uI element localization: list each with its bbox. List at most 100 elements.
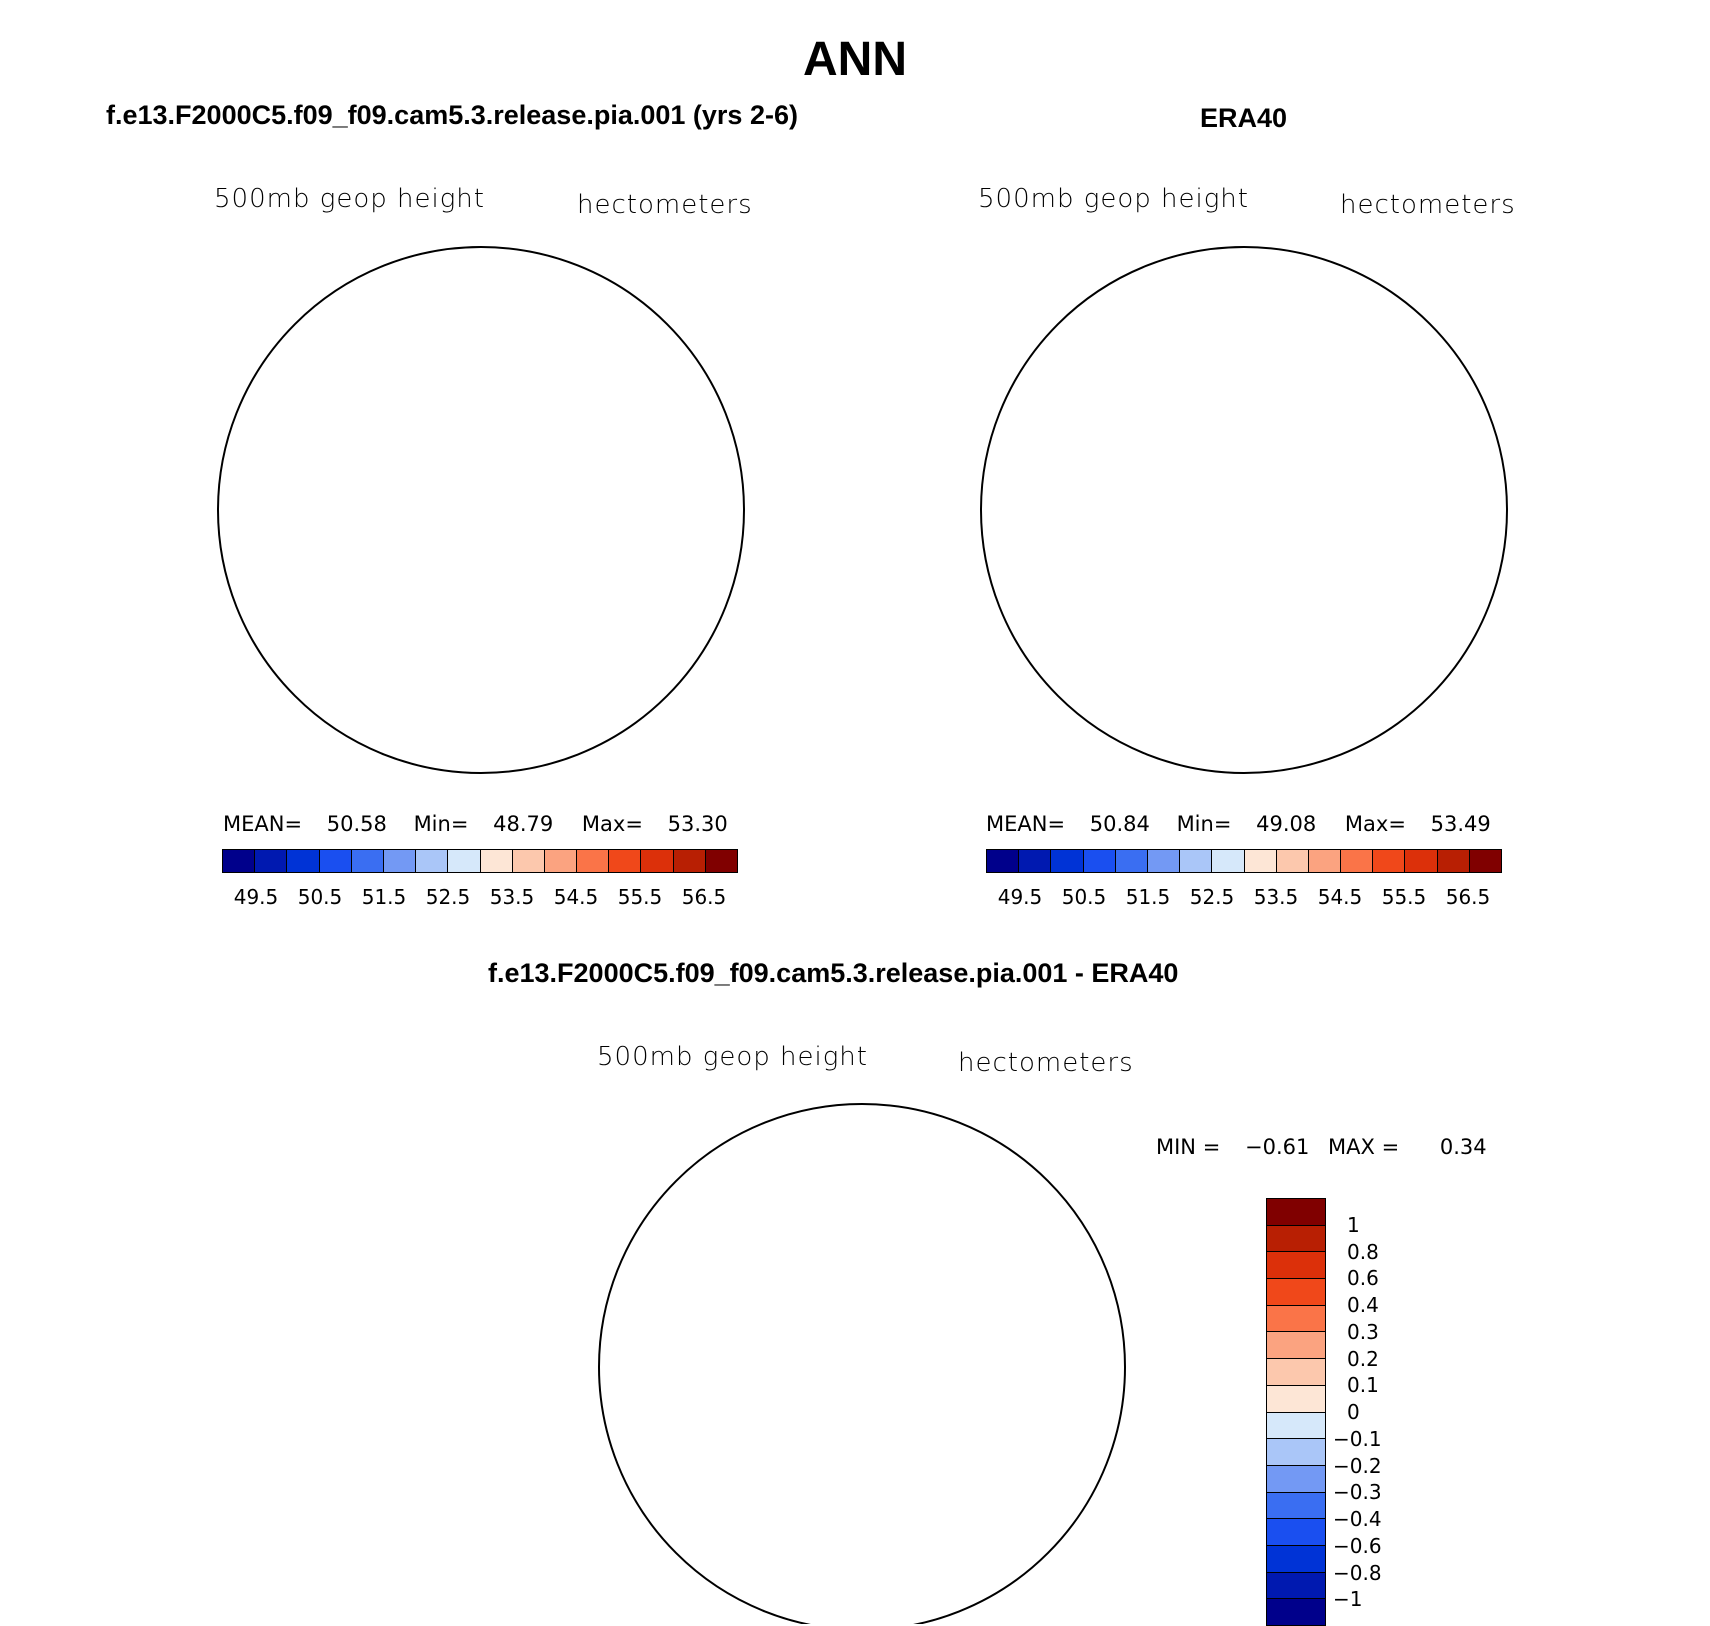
colorbar-cell	[1115, 850, 1148, 872]
colorbar-cell	[416, 850, 449, 872]
colorbar-tick-label: 0.1	[1347, 1373, 1379, 1398]
figure-title: ANN	[803, 33, 907, 86]
max-label: Max=	[581, 812, 643, 836]
panel-title-diff: f.e13.F2000C5.f09_f09.cam5.3.release.pia…	[488, 958, 1179, 988]
min-label: Min=	[1176, 812, 1232, 836]
units-label-diff: hectometers	[958, 1048, 1134, 1078]
max-value: 0.34	[1439, 1135, 1487, 1159]
colorbar-cell	[641, 850, 674, 872]
colorbar-tick-label: −0.4	[1333, 1507, 1382, 1531]
colorbar-cell	[480, 850, 513, 872]
colorbar-tick-label: 0	[1347, 1400, 1360, 1424]
colorbar-tick-label: −0.8	[1333, 1560, 1382, 1585]
min-value: 48.79	[493, 812, 554, 836]
colorbar-cell	[673, 850, 706, 872]
colorbar-tick-label: 56.5	[1445, 885, 1491, 909]
colorbar-tick-label: −0.6	[1333, 1533, 1382, 1558]
max-value: 53.49	[1430, 812, 1491, 836]
colorbar-tick-label: 0.4	[1347, 1293, 1379, 1317]
colorbar-cell	[609, 850, 642, 872]
colorbar-tick-label: 55.5	[617, 885, 663, 909]
colorbar-cell	[512, 850, 545, 872]
min-value: 49.08	[1256, 812, 1317, 836]
colorbar-cell	[1267, 1359, 1325, 1386]
colorbar-cell	[1147, 850, 1181, 872]
colorbar-tick-label: 54.5	[1317, 885, 1363, 909]
colorbar-cell	[1267, 1599, 1325, 1625]
max-label: Max=	[1344, 812, 1406, 836]
colorbar-tick-label: 49.5	[233, 885, 279, 909]
colorbar-ticks-obs: 49.5 50.5 51.5 52.5 53.5 54.5 55.5 56.5	[988, 885, 1500, 909]
colorbar-cell	[351, 850, 384, 872]
colorbar-cell	[1437, 850, 1470, 872]
colorbar-cell	[1083, 850, 1116, 872]
colorbar-cell	[319, 850, 352, 872]
colorbar-cell	[1267, 1199, 1325, 1226]
colorbar-cell	[1267, 1385, 1325, 1413]
colorbar-tick-label: 0.3	[1347, 1319, 1379, 1344]
colorbar-tick-label: 49.5	[997, 885, 1043, 909]
mean-label: MEAN=	[986, 812, 1066, 836]
variable-label-model: 500mb geop height	[214, 184, 485, 214]
colorbar-tick-label: 56.5	[681, 885, 727, 909]
colorbar-tick-label: −0.3	[1333, 1480, 1382, 1505]
colorbar-cell	[577, 850, 610, 872]
colorbar-cell	[1267, 1439, 1325, 1466]
colorbar-cell	[1244, 850, 1277, 872]
colorbar-tick-label: −0.1	[1333, 1426, 1382, 1451]
stats-obs: MEAN= 50.84 Min= 49.08 Max= 53.49	[986, 812, 1491, 836]
colorbar-tick-label: 50.5	[1061, 885, 1107, 909]
mean-value: 50.58	[326, 812, 387, 836]
colorbar-ticks-model: 49.5 50.5 51.5 52.5 53.5 54.5 55.5 56.5	[224, 885, 736, 909]
mean-value: 50.84	[1089, 812, 1150, 836]
colorbar-tick-label: 52.5	[425, 885, 471, 909]
colorbar-tick-label: 0.6	[1347, 1266, 1379, 1291]
mean-label: MEAN=	[223, 812, 303, 836]
colorbar-cell	[1212, 850, 1245, 872]
min-value: −0.61	[1244, 1135, 1310, 1159]
colorbar-tick-label: 55.5	[1381, 885, 1427, 909]
colorbar-tick-label: 53.5	[1253, 885, 1299, 909]
stats-diff: MIN = −0.61 MAX = 0.34	[1156, 1135, 1487, 1159]
panel-title-model: f.e13.F2000C5.f09_f09.cam5.3.release.pia…	[106, 100, 798, 130]
colorbar-cell	[1051, 850, 1084, 872]
colorbar-cell	[705, 850, 737, 872]
colorbar-tick-label: 52.5	[1189, 885, 1235, 909]
colorbar-model	[222, 849, 738, 873]
colorbar-obs	[986, 849, 1502, 873]
min-label: Min=	[413, 812, 469, 836]
colorbar-cell	[1267, 1252, 1325, 1280]
colorbar-cell	[1267, 1572, 1325, 1600]
colorbar-cell	[544, 850, 578, 872]
variable-label-diff: 500mb geop height	[597, 1042, 868, 1072]
colorbar-cell	[1469, 850, 1501, 872]
colorbar-diff	[1266, 1198, 1326, 1626]
variable-label-obs: 500mb geop height	[978, 184, 1249, 214]
colorbar-cell	[987, 850, 1020, 872]
colorbar-tick-label: 50.5	[297, 885, 343, 909]
colorbar-cell	[1267, 1412, 1325, 1440]
colorbar-cell	[1276, 850, 1309, 872]
panel-title-obs: ERA40	[1200, 103, 1288, 133]
colorbar-ticks-diff: 1 0.8 0.6 0.4 0.3 0.2 0.1 0 −0.1 −0.2 −0.3 −0.4 −0.6…	[1333, 1198, 1453, 1626]
colorbar-cell	[383, 850, 417, 872]
colorbar-tick-label: 51.5	[361, 885, 407, 909]
units-label-obs: hectometers	[1340, 190, 1516, 220]
colorbar-cell	[448, 850, 481, 872]
colorbar-tick-label: 53.5	[489, 885, 535, 909]
colorbar-cell	[1267, 1465, 1325, 1493]
colorbar-cell	[1267, 1545, 1325, 1573]
max-value: 53.30	[667, 812, 728, 836]
colorbar-cell	[1373, 850, 1406, 872]
colorbar-cell	[1267, 1225, 1325, 1253]
units-label-model: hectometers	[577, 190, 753, 220]
colorbar-cell	[1308, 850, 1342, 872]
max-label: MAX =	[1328, 1135, 1400, 1159]
colorbar-tick-label: −1	[1333, 1587, 1363, 1612]
colorbar-tick-label: 51.5	[1125, 885, 1171, 909]
colorbar-tick-label: 0.2	[1347, 1346, 1379, 1371]
colorbar-cell	[1267, 1492, 1325, 1520]
colorbar-tick-label: 0.8	[1347, 1239, 1379, 1264]
colorbar-tick-label: 54.5	[553, 885, 599, 909]
